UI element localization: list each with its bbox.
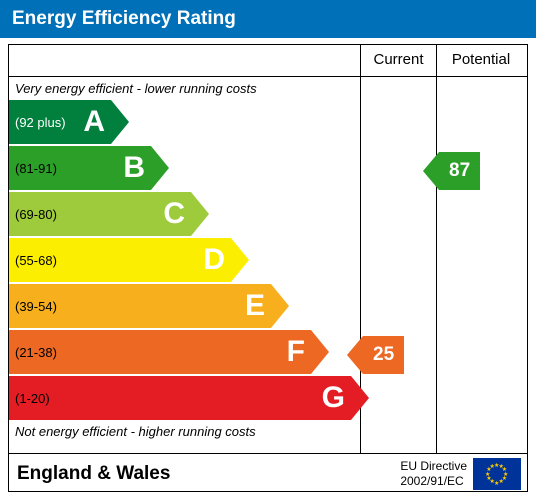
band-letter: C [163, 197, 185, 231]
title-text: Energy Efficiency Rating [12, 8, 236, 29]
band-arrow-tip [271, 284, 289, 328]
band-arrow-tip [111, 100, 129, 144]
current-pointer-tip [347, 336, 363, 374]
band-range: (39-54) [15, 299, 57, 314]
band-range: (92 plus) [15, 115, 66, 130]
band-letter: A [83, 105, 105, 139]
band-row-c: (69-80) C [9, 192, 360, 236]
potential-rating-pointer: 87 [423, 152, 480, 190]
band-range: (21-38) [15, 345, 57, 360]
eu-flag-icon: ★★★★★★★★★★★★ [473, 458, 521, 490]
band-c: (69-80) C [9, 192, 209, 236]
band-body: (1-20) G [9, 376, 351, 420]
band-d: (55-68) D [9, 238, 249, 282]
header-scale-spacer [9, 45, 361, 76]
current-rating-value: 25 [363, 336, 404, 374]
band-body: (69-80) C [9, 192, 191, 236]
potential-pointer-tip [423, 152, 439, 190]
band-body: (21-38) F [9, 330, 311, 374]
band-range: (55-68) [15, 253, 57, 268]
footer-region: England & Wales [9, 463, 400, 485]
band-letter: E [245, 289, 265, 323]
band-letter: D [203, 243, 225, 277]
directive-line2: 2002/91/EC [400, 474, 467, 488]
footer-row: England & Wales EU Directive 2002/91/EC … [9, 453, 527, 493]
band-a: (92 plus) A [9, 100, 129, 144]
note-top: Very energy efficient - lower running co… [9, 81, 360, 96]
directive-line1: EU Directive [400, 459, 467, 473]
band-arrow-tip [191, 192, 209, 236]
band-body: (39-54) E [9, 284, 271, 328]
band-letter: G [322, 381, 345, 415]
footer-directive: EU Directive 2002/91/EC [400, 459, 473, 488]
band-arrow-tip [231, 238, 249, 282]
band-f: (21-38) F [9, 330, 329, 374]
header-row: Current Potential [9, 45, 527, 77]
scale-column: Very energy efficient - lower running co… [9, 77, 361, 453]
band-body: (55-68) D [9, 238, 231, 282]
current-rating-pointer: 25 [347, 336, 404, 374]
band-range: (69-80) [15, 207, 57, 222]
band-letter: B [123, 151, 145, 185]
band-row-b: (81-91) B [9, 146, 360, 190]
note-bottom: Not energy efficient - higher running co… [9, 424, 360, 439]
band-arrow-tip [151, 146, 169, 190]
band-g: (1-20) G [9, 376, 369, 420]
chart-body: Very energy efficient - lower running co… [9, 77, 527, 453]
title-bar: Energy Efficiency Rating [0, 0, 536, 38]
band-row-d: (55-68) D [9, 238, 360, 282]
band-letter: F [287, 335, 305, 369]
band-row-f: (21-38) F [9, 330, 360, 374]
bands-container: (92 plus) A (81-91) B (69-80) C (55-68) D (39-54… [9, 100, 360, 420]
potential-rating-value: 87 [439, 152, 480, 190]
current-column: 25 [361, 77, 437, 453]
band-e: (39-54) E [9, 284, 289, 328]
band-row-e: (39-54) E [9, 284, 360, 328]
band-body: (81-91) B [9, 146, 151, 190]
band-body: (92 plus) A [9, 100, 111, 144]
band-range: (1-20) [15, 391, 50, 406]
band-row-g: (1-20) G [9, 376, 360, 420]
band-row-a: (92 plus) A [9, 100, 360, 144]
potential-column: 87 [437, 77, 525, 453]
band-arrow-tip [311, 330, 329, 374]
chart-container: Current Potential Very energy efficient … [8, 44, 528, 492]
header-potential: Potential [437, 45, 525, 76]
header-current: Current [361, 45, 437, 76]
band-range: (81-91) [15, 161, 57, 176]
band-b: (81-91) B [9, 146, 169, 190]
